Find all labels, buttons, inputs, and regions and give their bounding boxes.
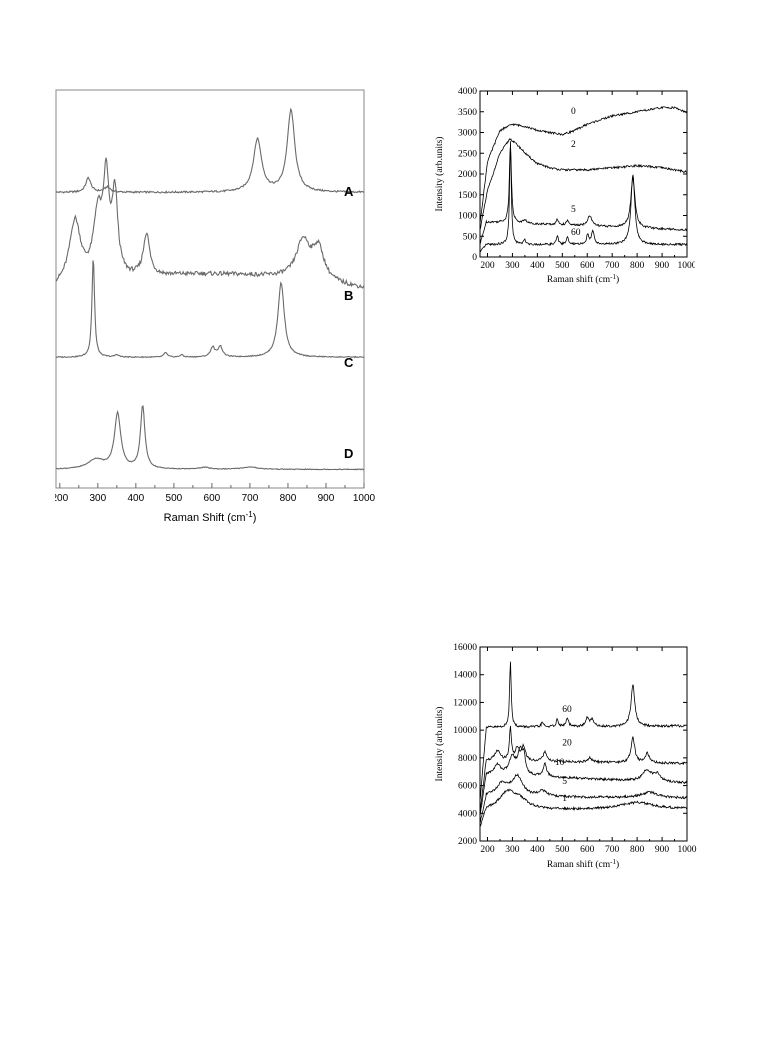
series-line-0 — [479, 105, 688, 225]
chart-top-right: 0 2 5 60 200 300 400 500 600 700 800 900 1000 0 500 1… — [434, 87, 697, 285]
x-tick-label: 800 — [630, 261, 645, 271]
x-tick-label: 600 — [580, 261, 595, 271]
x-tick-label: 1000 — [678, 845, 697, 855]
x-tick-label: 400 — [530, 261, 545, 271]
x-tick-label: 900 — [655, 261, 670, 271]
y-tick-label: 6000 — [458, 782, 477, 792]
y-axis-label: Intensity (arb.units) — [434, 137, 445, 212]
y-tick-label: 8000 — [458, 754, 477, 764]
x-tick-label: 700 — [242, 493, 259, 504]
y-tick-label: 3500 — [458, 108, 477, 118]
series-label-B: B — [344, 288, 353, 303]
x-tick-label: 200 — [480, 845, 495, 855]
y-tick-label: 2500 — [458, 149, 477, 159]
series-label-1: 1 — [562, 794, 567, 804]
x-tick-label: 700 — [605, 261, 620, 271]
chart-panel-left: A B C D 200 300 400 500 600 700 800 900 1000 Raman … — [51, 88, 380, 528]
x-tick-label: 500 — [166, 493, 183, 504]
x-tick-label: 1000 — [353, 493, 376, 504]
x-tick-label: 600 — [580, 845, 595, 855]
x-axis-label: Raman shift (cm-1) — [547, 858, 619, 870]
y-tick-label: 4000 — [458, 87, 477, 97]
series-label-10: 10 — [555, 758, 565, 768]
y-tick-label: 16000 — [453, 643, 477, 653]
series-label-0: 0 — [571, 107, 576, 117]
x-tick-label: 800 — [280, 493, 297, 504]
y-tick-label: 2000 — [458, 170, 477, 180]
x-tick-label: 300 — [89, 493, 106, 504]
x-tick-label: 700 — [605, 845, 620, 855]
y-tick-label: 12000 — [453, 698, 477, 708]
y-tick-label: 4000 — [458, 809, 477, 819]
y-tick-label: 0 — [472, 253, 477, 263]
y-tick-label: 10000 — [453, 726, 477, 736]
series-line-D — [55, 405, 365, 471]
series-label-60: 60 — [562, 705, 572, 715]
series-line-2 — [479, 137, 688, 230]
series-line-20 — [479, 725, 688, 812]
series-label-5: 5 — [562, 777, 567, 787]
series-label-60: 60 — [571, 228, 581, 238]
series-label-C: C — [344, 355, 354, 370]
series-line-C — [55, 260, 365, 359]
series-label-5: 5 — [571, 205, 576, 215]
series-line-5 — [479, 144, 688, 245]
x-tick-label: 800 — [630, 845, 645, 855]
series-label-20: 20 — [562, 738, 572, 748]
x-tick-label: 600 — [204, 493, 221, 504]
x-axis-label: Raman shift (cm-1) — [547, 273, 619, 285]
x-tick-label: 500 — [555, 261, 570, 271]
y-axis-label: Intensity (arb.units) — [434, 707, 445, 782]
y-tick-label: 2000 — [458, 837, 477, 847]
x-tick-label: 400 — [530, 845, 545, 855]
y-tick-label: 1500 — [458, 191, 477, 201]
x-tick-label: 300 — [505, 261, 520, 271]
plot-frame — [55, 89, 365, 489]
x-tick-label: 300 — [505, 845, 520, 855]
series-line-10 — [479, 745, 688, 817]
plot-frame — [479, 646, 688, 842]
series-label-D: D — [344, 446, 353, 461]
series-line-A — [55, 107, 365, 195]
x-tick-label: 900 — [318, 493, 335, 504]
series-line-1 — [479, 788, 688, 827]
series-line-5 — [479, 773, 688, 824]
x-axis-label: Raman Shift (cm-1) — [164, 510, 257, 524]
x-tick-label: 200 — [55, 493, 69, 504]
chart-panel-bottom-right: 60 20 10 5 1 200 300 400 500 600 700 800 900 1000 20… — [430, 640, 700, 875]
series-label-A: A — [344, 184, 354, 199]
x-tick-label: 900 — [655, 845, 670, 855]
series-line-B — [55, 157, 365, 289]
series-line-60 — [479, 661, 688, 801]
series-label-2: 2 — [571, 140, 576, 150]
series-line-60 — [479, 141, 688, 253]
x-tick-label: 200 — [480, 261, 495, 271]
y-tick-label: 3000 — [458, 129, 477, 139]
chart-bottom-right: 60 20 10 5 1 200 300 400 500 600 700 800 900 1000 20… — [434, 643, 697, 870]
y-tick-label: 500 — [463, 232, 478, 242]
x-tick-label: 1000 — [678, 261, 696, 271]
x-tick-label: 500 — [555, 845, 570, 855]
chart-panel-top-right: 0 2 5 60 200 300 400 500 600 700 800 900 1000 0 500 1… — [430, 84, 697, 289]
x-tick-label: 400 — [128, 493, 145, 504]
y-tick-label: 14000 — [453, 671, 477, 681]
y-tick-label: 1000 — [458, 212, 477, 222]
chart-left: A B C D 200 300 400 500 600 700 800 900 1000 Raman … — [51, 89, 376, 524]
